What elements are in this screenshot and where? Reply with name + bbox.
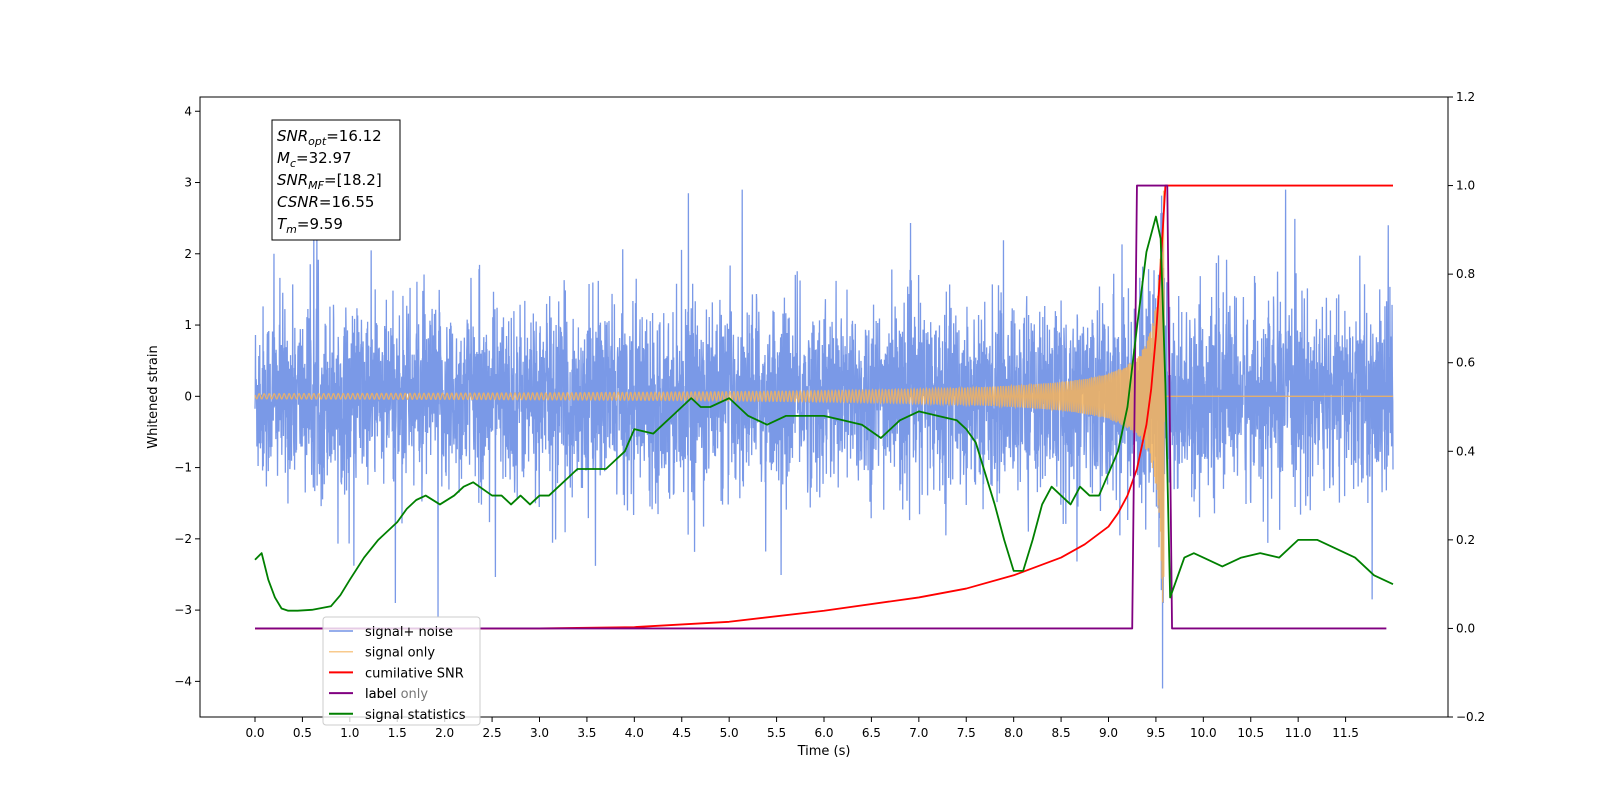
x-tick-label: 9.5: [1146, 726, 1165, 740]
x-tick-label: 6.0: [814, 726, 833, 740]
annotation-subscript: c: [290, 157, 296, 170]
y2-tick-label: 0.6: [1456, 356, 1475, 370]
y2-tick-label: 0.0: [1456, 621, 1475, 635]
y-tick-label: −3: [174, 603, 192, 617]
y-tick-label: 2: [184, 247, 192, 261]
y2-tick-label: −0.2: [1456, 710, 1485, 724]
series-signal-statistics: [254, 215, 1394, 612]
series-signal-only: [254, 190, 1393, 603]
annotation-value: =9.59: [297, 215, 343, 233]
legend-cumilative-snr-label: cumilative SNR: [365, 666, 464, 681]
x-tick-label: 5.5: [767, 726, 786, 740]
y-tick-label: 3: [184, 176, 192, 190]
x-tick-label: 0.5: [293, 726, 312, 740]
legend-signal-only-label: signal only: [365, 646, 435, 661]
legend: signal+ noise signal only cumilative SNR la…: [322, 616, 481, 726]
y2-tick-label: 1.2: [1456, 90, 1475, 104]
x-tick-label: 4.5: [672, 726, 691, 740]
y-tick-label: 1: [184, 318, 192, 332]
series-group: [254, 184, 1394, 689]
legend-signal-noise-label: signal+ noise: [365, 625, 453, 640]
y2-tick-label: 1.0: [1456, 179, 1475, 193]
annotation-line: SNRMF=[18.2]: [277, 171, 382, 192]
x-tick-label: 0.0: [245, 726, 264, 740]
x-tick-label: 10.5: [1237, 726, 1264, 740]
x-tick-label: 9.0: [1099, 726, 1118, 740]
annotation-line: SNRopt=16.12: [277, 127, 382, 148]
x-tick-label: 1.5: [388, 726, 407, 740]
x-tick-label: 3.5: [577, 726, 596, 740]
annotation-subscript: opt: [308, 135, 327, 148]
y-tick-label: 4: [184, 104, 192, 118]
legend-frame: [322, 616, 481, 726]
y2-tick-label: 0.2: [1456, 533, 1475, 547]
annotation-value: =16.55: [319, 193, 375, 211]
x-tick-label: 7.5: [957, 726, 976, 740]
annotation-value: =16.12: [326, 127, 382, 145]
annotation-box: SNRopt=16.12Mc=32.97SNRMF=[18.2]CSNR=16.…: [271, 119, 401, 241]
series-label: [255, 184, 1387, 630]
x-tick-label: 2.5: [483, 726, 502, 740]
y-tick-label: −2: [174, 532, 192, 546]
y2-tick-label: 0.4: [1456, 444, 1475, 458]
x-tick-label: 5.0: [720, 726, 739, 740]
annotation-subscript: m: [286, 223, 297, 236]
axes-layer: 0.0 0.5 1.0 1.5 2.0 2.5 3.0 3.5 4.0 4.5 5.0 5.5 6.0 6…: [174, 90, 1485, 740]
y-tick-label: 0: [184, 389, 192, 403]
annotation-subscript: MF: [308, 179, 324, 192]
series-cumilative-snr: [255, 184, 1393, 630]
x-tick-label: 8.0: [1004, 726, 1023, 740]
annotation-symbol: T: [277, 215, 288, 233]
y2-tick-label: 0.8: [1456, 267, 1475, 281]
x-tick-label: 3.0: [530, 726, 549, 740]
annotation-symbol: CSNR: [277, 193, 319, 211]
annotation-symbol: SNR: [277, 127, 308, 145]
annotation-line: Mc=32.97: [277, 149, 352, 170]
y-tick-label: −4: [174, 674, 192, 688]
x-tick-label: 1.0: [340, 726, 359, 740]
y-axis-title: Whitened strain: [146, 345, 161, 448]
x-tick-label: 6.5: [862, 726, 881, 740]
x-axis-title: Time (s): [797, 744, 851, 759]
series-signal-noise: [254, 189, 1394, 689]
x-tick-label: 11.0: [1285, 726, 1312, 740]
annotation-symbol: SNR: [277, 171, 308, 189]
annotation-line: CSNR=16.55: [277, 193, 374, 211]
plot-layer: [254, 184, 1394, 689]
legend-label-label: label: [365, 687, 396, 702]
x-tick-label: 10.0: [1190, 726, 1217, 740]
annotation-line: Tm=9.59: [277, 215, 343, 236]
x-tick-label: 7.0: [909, 726, 928, 740]
annotation-value: =32.97: [296, 149, 352, 167]
legend-signal-statistics-label: signal statistics: [365, 708, 466, 723]
x-tick-label: 11.5: [1332, 726, 1359, 740]
legend-label-only-label: label only: [365, 687, 428, 702]
y-tick-label: −1: [174, 461, 192, 475]
x-tick-label: 4.0: [625, 726, 644, 740]
x-tick-label: 2.0: [435, 726, 454, 740]
annotation-value: =[18.2]: [324, 171, 382, 189]
x-tick-label: 8.5: [1052, 726, 1071, 740]
annotation-symbol: M: [277, 149, 290, 167]
annotation-frame: [271, 119, 401, 241]
